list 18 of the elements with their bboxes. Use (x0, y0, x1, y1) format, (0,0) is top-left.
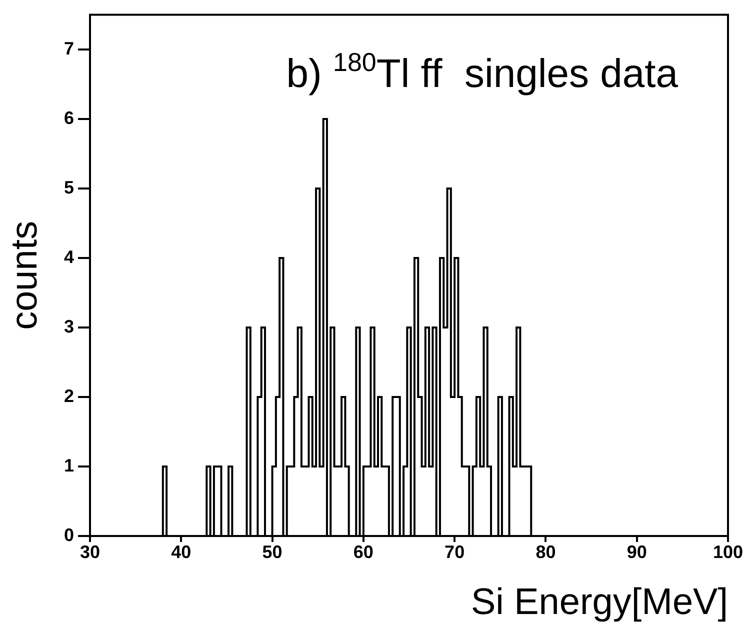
y-tick-label: 7 (64, 38, 74, 59)
y-tick-label: 5 (64, 178, 74, 198)
x-tick-label: 90 (626, 542, 647, 562)
x-tick-label: 40 (171, 542, 192, 562)
x-axis-title: Si Energy[MeV] (470, 581, 728, 622)
x-tick-label: 70 (444, 542, 465, 562)
x-tick-label: 80 (536, 542, 556, 562)
x-tick-label: 50 (262, 542, 282, 562)
x-tick-label: 60 (353, 542, 374, 562)
y-tick-label: 3 (64, 316, 74, 336)
y-tick-label: 1 (64, 455, 74, 476)
y-tick-label: 2 (64, 386, 74, 406)
y-axis-title: counts (3, 220, 44, 330)
x-tick-label: 100 (712, 542, 744, 562)
y-tick-label: 6 (64, 108, 74, 128)
y-tick-label: 0 (64, 524, 74, 545)
x-tick-label: 30 (80, 542, 100, 562)
y-tick-label: 4 (64, 246, 74, 267)
